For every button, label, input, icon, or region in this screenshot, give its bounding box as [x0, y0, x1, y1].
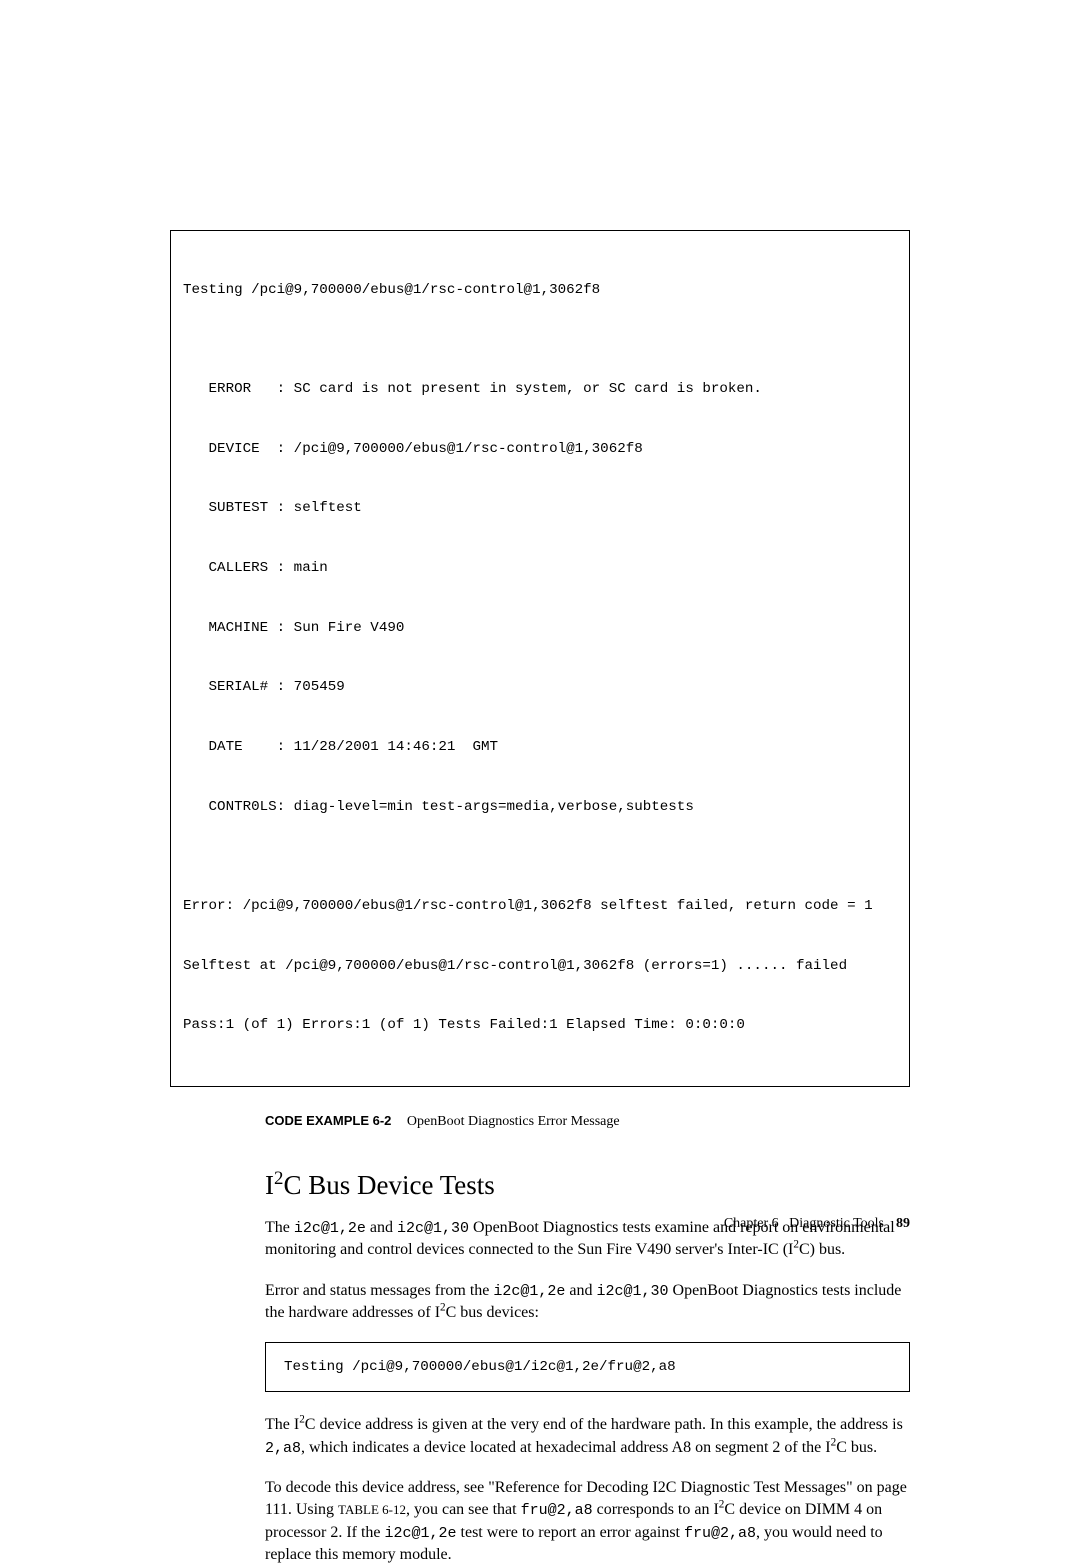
section-heading: I2C Bus Device Tests: [265, 1170, 910, 1201]
table-ref: TABLE 6-12: [338, 1502, 406, 1517]
code-line: MACHINE : Sun Fire V490: [183, 619, 897, 639]
code-line: Selftest at /pci@9,700000/ebus@1/rsc-con…: [183, 957, 897, 977]
code-line: Testing /pci@9,700000/ebus@1/rsc-control…: [183, 281, 897, 301]
code-example-box-inline: Testing /pci@9,700000/ebus@1/i2c@1,2e/fr…: [265, 1342, 910, 1392]
inline-code: i2c@1,30: [597, 1283, 669, 1300]
inline-code: i2c@1,2e: [493, 1283, 565, 1300]
code-caption: CODE EXAMPLE 6-2 OpenBoot Diagnostics Er…: [265, 1113, 910, 1130]
inline-code: i2c@1,2e: [385, 1525, 457, 1542]
code-line: Testing /pci@9,700000/ebus@1/i2c@1,2e/fr…: [284, 1359, 676, 1375]
code-line: Pass:1 (of 1) Errors:1 (of 1) Tests Fail…: [183, 1016, 897, 1036]
inline-code: i2c@1,30: [397, 1220, 469, 1237]
code-line: DATE : 11/28/2001 14:46:21 GMT: [183, 738, 897, 758]
code-line: CALLERS : main: [183, 559, 897, 579]
footer-title: Diagnostic Tools: [789, 1216, 884, 1231]
paragraph: To decode this device address, see "Refe…: [265, 1477, 910, 1567]
inline-code: 2,a8: [265, 1440, 301, 1457]
code-line: CONTR0LS: diag-level=min test-args=media…: [183, 798, 897, 818]
page-number: 89: [896, 1216, 910, 1231]
code-line: Error: /pci@9,700000/ebus@1/rsc-control@…: [183, 897, 897, 917]
page-footer: Chapter 6 Diagnostic Tools 89: [724, 1216, 910, 1232]
page-content: Testing /pci@9,700000/ebus@1/rsc-control…: [0, 0, 1080, 1567]
paragraph: The I2C device address is given at the v…: [265, 1414, 910, 1459]
code-line: SUBTEST : selftest: [183, 499, 897, 519]
code-example-box: Testing /pci@9,700000/ebus@1/rsc-control…: [170, 230, 910, 1087]
code-line: ERROR : SC card is not present in system…: [183, 380, 897, 400]
inline-code: i2c@1,2e: [294, 1220, 366, 1237]
caption-text: OpenBoot Diagnostics Error Message: [407, 1114, 620, 1129]
inline-code: fru@2,a8: [684, 1525, 756, 1542]
inline-code: fru@2,a8: [521, 1502, 593, 1519]
code-line: SERIAL# : 705459: [183, 678, 897, 698]
code-line: DEVICE : /pci@9,700000/ebus@1/rsc-contro…: [183, 440, 897, 460]
footer-chapter: Chapter 6: [724, 1216, 779, 1231]
caption-label: CODE EXAMPLE 6-2: [265, 1113, 391, 1128]
paragraph: Error and status messages from the i2c@1…: [265, 1280, 910, 1325]
